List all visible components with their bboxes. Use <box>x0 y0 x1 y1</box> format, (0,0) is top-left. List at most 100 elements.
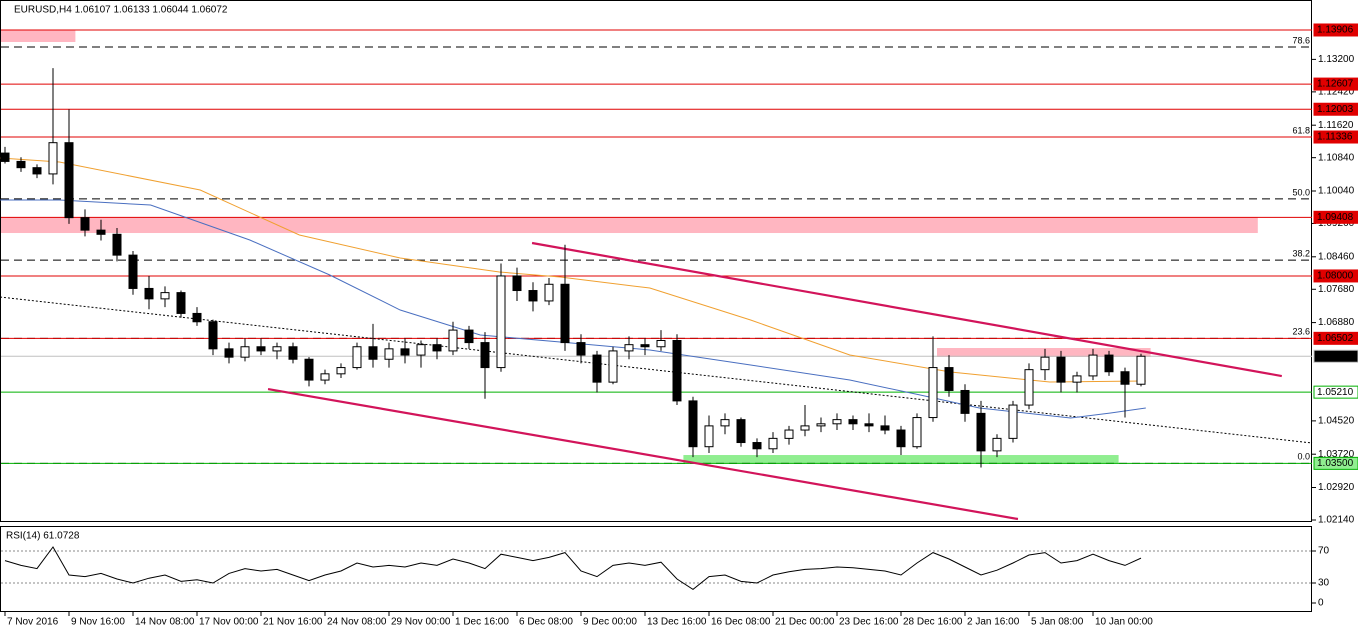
level-box <box>1313 210 1358 224</box>
candle-body <box>1008 404 1018 439</box>
candle-body <box>32 167 42 175</box>
y-tick-label: 0 <box>1318 598 1324 609</box>
fib-label: 38.2 <box>1292 249 1310 259</box>
candle-body <box>272 346 282 352</box>
y-tick-label: 1.13200 <box>1318 54 1355 65</box>
rsi-title: RSI(14) 61.0728 <box>6 531 80 542</box>
chart-title: EURUSD,H4 1.06107 1.06133 1.06044 1.0607… <box>14 5 228 16</box>
y-tick-label: 70 <box>1318 546 1330 557</box>
candle-body <box>384 348 394 360</box>
candle-body <box>224 348 234 358</box>
candle-body <box>48 142 58 175</box>
candle-body <box>752 442 762 450</box>
level-box <box>1313 331 1358 345</box>
rsi-line <box>4 546 1142 591</box>
candle-body <box>336 367 346 375</box>
x-tick-label: 21 Dec 00:00 <box>775 617 835 628</box>
y-tick-label: 1.06880 <box>1318 317 1355 328</box>
candle-body <box>1088 354 1098 377</box>
x-tick-label: 5 Jan 08:00 <box>1031 617 1084 628</box>
candle-body <box>544 283 554 302</box>
candle-body <box>624 344 634 352</box>
level-label: 1.11336 <box>1317 132 1353 143</box>
candle-body <box>880 425 890 431</box>
candle-body <box>528 290 538 302</box>
candle-body <box>64 142 74 219</box>
candle-body <box>288 346 298 360</box>
level-label: 1.08000 <box>1317 271 1354 282</box>
candle-body <box>1104 354 1114 373</box>
candle-body <box>464 329 474 344</box>
candle-body <box>848 419 858 425</box>
candle-body <box>560 283 570 344</box>
candle-body <box>912 417 922 448</box>
candle-body <box>1136 355 1146 385</box>
x-tick-label: 2 Jan 16:00 <box>967 617 1020 628</box>
level-box <box>1313 456 1358 470</box>
level-label: 1.06072 <box>1317 351 1354 362</box>
candle-body <box>656 340 666 348</box>
x-tick-label: 7 Nov 2016 <box>7 617 59 628</box>
x-tick-label: 6 Dec 08:00 <box>519 617 573 628</box>
candle-body <box>608 350 618 383</box>
level-box <box>1313 269 1358 283</box>
candle-body <box>736 419 746 444</box>
zone <box>1 29 76 42</box>
candle-body <box>1024 369 1034 406</box>
candle-body <box>416 344 426 356</box>
zone <box>937 348 1151 357</box>
candle-body <box>640 344 650 348</box>
y-tick-label: 1.10040 <box>1318 186 1355 197</box>
candle-body <box>976 412 986 452</box>
y-tick-label: 1.02140 <box>1318 515 1355 526</box>
candle-body <box>480 342 490 369</box>
x-tick-label: 24 Nov 08:00 <box>327 617 387 628</box>
level-label: 1.03500 <box>1317 458 1354 469</box>
y-tick-label: 1.10840 <box>1318 152 1355 163</box>
candle-body <box>688 400 698 448</box>
x-tick-label: 23 Dec 16:00 <box>839 617 899 628</box>
moving-average <box>0 199 1146 419</box>
level-box <box>1313 23 1358 37</box>
x-tick-label: 1 Dec 16:00 <box>455 617 509 628</box>
candle-body <box>1120 371 1130 385</box>
candle-body <box>704 425 714 448</box>
zone <box>683 455 1119 464</box>
candle-body <box>0 152 10 162</box>
candle-body <box>496 275 506 369</box>
candle-body <box>112 233 122 256</box>
x-tick-label: 9 Dec 00:00 <box>583 617 637 628</box>
candle-body <box>592 354 602 383</box>
trend-line <box>531 241 1282 378</box>
candle-body <box>144 287 154 300</box>
y-tick-label: 1.11620 <box>1318 120 1354 131</box>
y-tick-label: 1.07680 <box>1318 284 1355 295</box>
candle-body <box>864 423 874 427</box>
x-tick-label: 17 Nov 00:00 <box>199 617 259 628</box>
candle-body <box>80 217 90 231</box>
candle-body <box>720 419 730 427</box>
zone <box>1 217 1258 234</box>
candle-body <box>928 367 938 419</box>
x-tick-label: 21 Nov 16:00 <box>263 617 323 628</box>
candle-body <box>800 425 810 431</box>
candle-body <box>320 373 330 381</box>
y-tick-label: 1.04520 <box>1318 416 1355 427</box>
rsi-frame <box>0 526 1312 612</box>
fib-label: 61.8 <box>1292 125 1310 135</box>
candle-body <box>512 275 522 292</box>
level-box <box>1313 102 1358 116</box>
candle-body <box>96 229 106 235</box>
level-label: 1.12607 <box>1317 79 1354 90</box>
level-box <box>1313 130 1358 144</box>
candle-body <box>816 423 826 427</box>
candle-body <box>672 340 682 402</box>
x-tick-label: 29 Nov 00:00 <box>391 617 451 628</box>
x-tick-label: 10 Jan 00:00 <box>1095 617 1153 628</box>
candle-body <box>992 437 1002 452</box>
y-tick-label: 1.03720 <box>1318 449 1355 460</box>
candle-body <box>432 344 442 352</box>
y-tick-label: 1.02920 <box>1318 482 1355 493</box>
level-label: 1.13906 <box>1317 25 1354 36</box>
trend-line <box>267 387 1019 521</box>
